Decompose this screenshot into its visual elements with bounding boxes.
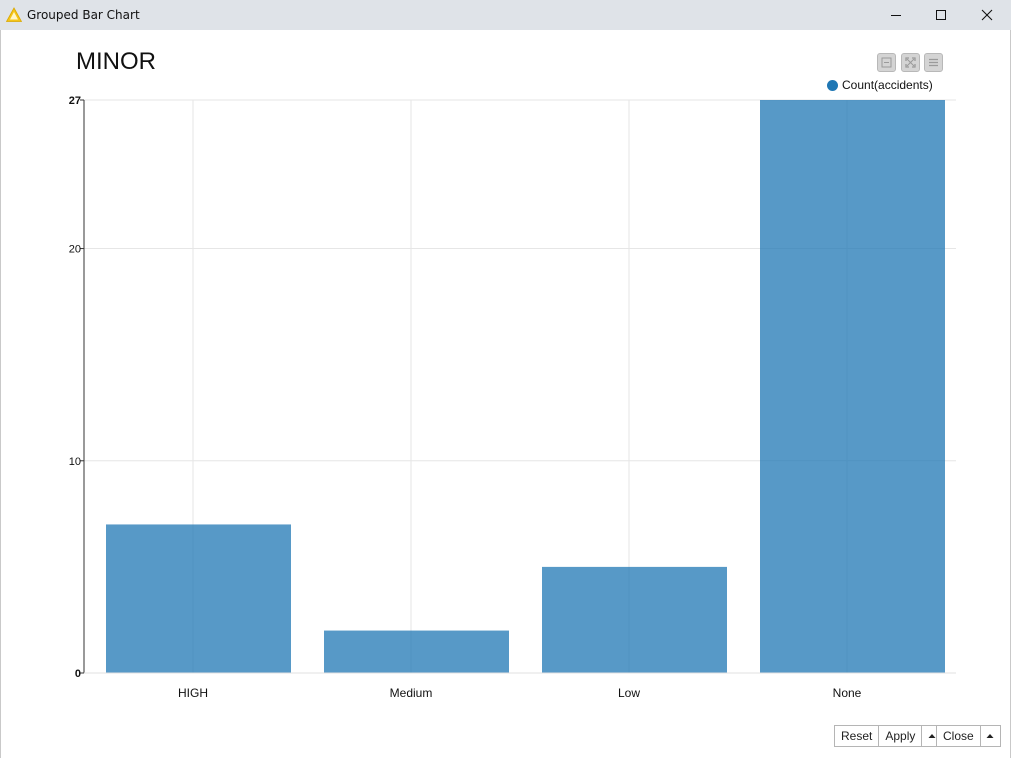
close-options-button[interactable] bbox=[981, 726, 1000, 746]
fullscreen-button[interactable] bbox=[901, 53, 920, 72]
reset-button[interactable]: Reset bbox=[835, 726, 879, 746]
minimize-icon bbox=[891, 15, 901, 16]
selection-toggle-button[interactable] bbox=[877, 53, 896, 72]
maximize-icon bbox=[936, 10, 946, 20]
chart-title: MINOR bbox=[76, 48, 156, 75]
menu-button[interactable] bbox=[924, 53, 943, 72]
x-category-label: Low bbox=[618, 686, 640, 700]
close-icon bbox=[981, 9, 993, 21]
divider bbox=[878, 726, 880, 746]
apply-options-button[interactable] bbox=[922, 726, 941, 746]
reset-apply-group: Reset Apply bbox=[834, 725, 943, 747]
x-category-label: HIGH bbox=[178, 686, 208, 700]
caret-up-icon bbox=[986, 734, 994, 738]
selection-icon bbox=[881, 57, 892, 68]
x-category-label: Medium bbox=[390, 686, 433, 700]
fullscreen-icon bbox=[905, 57, 916, 68]
legend-marker bbox=[827, 79, 838, 91]
maximize-button[interactable] bbox=[918, 0, 964, 30]
y-tick-label: 0 bbox=[75, 668, 81, 680]
y-tick-label: 27 bbox=[69, 95, 81, 107]
window-titlebar: Grouped Bar Chart bbox=[0, 0, 1011, 30]
caret-up-icon bbox=[928, 734, 936, 738]
chart-legend: Count(accidents) bbox=[827, 78, 933, 92]
hamburger-menu-icon bbox=[929, 58, 938, 67]
window-title: Grouped Bar Chart bbox=[27, 8, 140, 22]
close-button[interactable]: Close bbox=[937, 726, 980, 746]
bar-low bbox=[542, 566, 727, 673]
warning-icon bbox=[6, 7, 22, 22]
y-tick-label: 20 bbox=[69, 244, 81, 256]
y-tick-label: 10 bbox=[69, 456, 81, 468]
close-group: Close bbox=[936, 725, 1001, 747]
divider bbox=[921, 726, 923, 746]
bar-none bbox=[760, 100, 945, 673]
x-category-label: None bbox=[833, 686, 862, 700]
bar-high bbox=[106, 524, 291, 673]
legend-label: Count(accidents) bbox=[842, 78, 933, 92]
apply-button[interactable]: Apply bbox=[879, 726, 922, 746]
bar-medium bbox=[324, 630, 509, 673]
divider bbox=[979, 726, 981, 746]
minimize-button[interactable] bbox=[873, 0, 919, 30]
close-window-button[interactable] bbox=[964, 0, 1010, 30]
